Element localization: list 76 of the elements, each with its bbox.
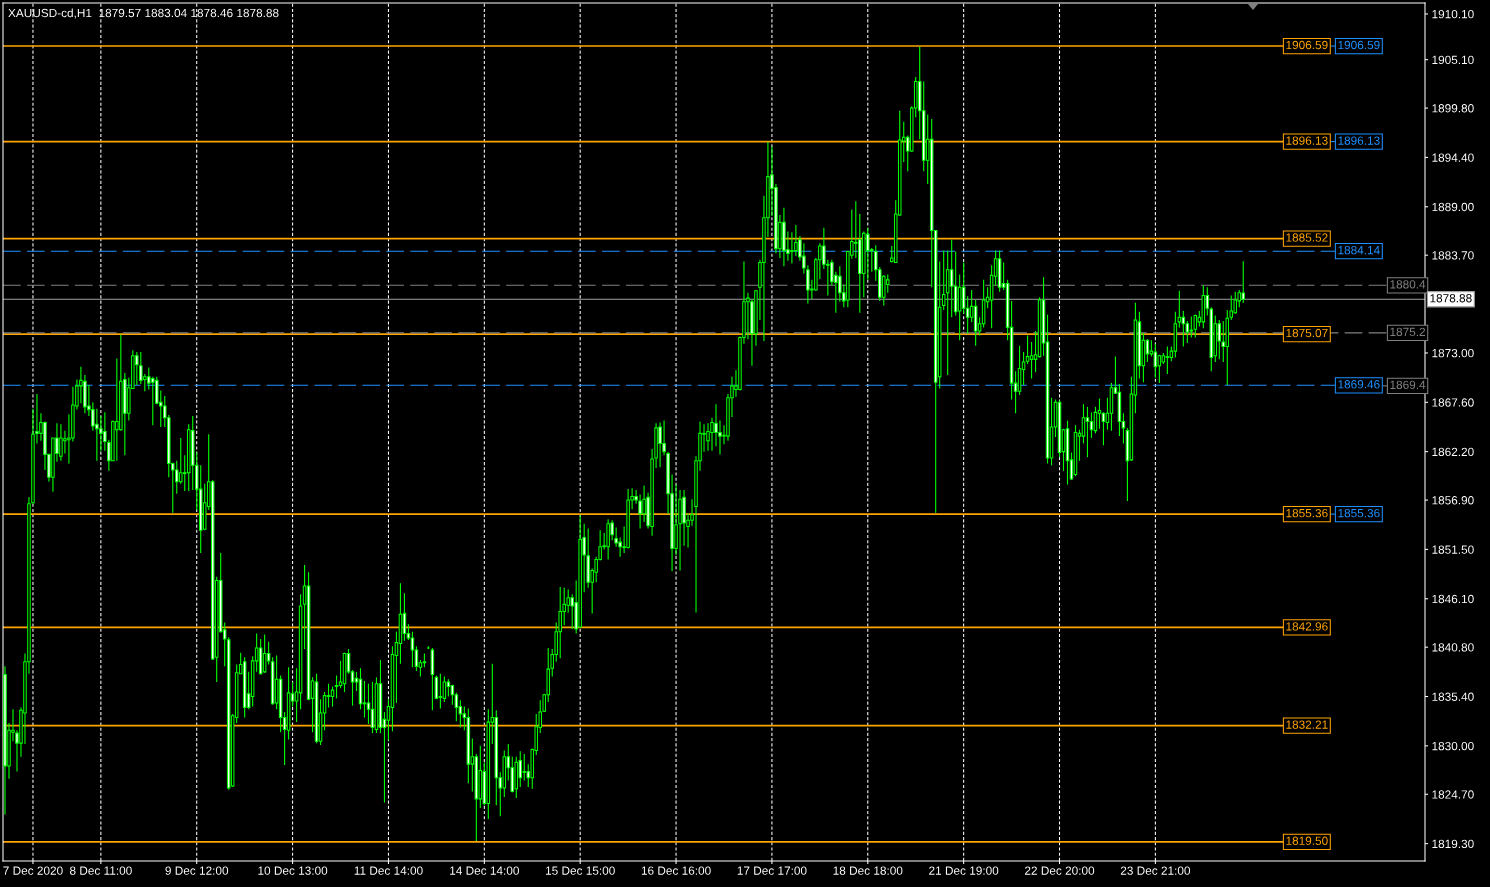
y-tick-label: 1830.00 <box>1432 741 1474 751</box>
candlestick <box>151 376 155 426</box>
x-tick-label: 8 Dec 11:00 <box>69 866 132 875</box>
y-tick-label: 1899.80 <box>1432 104 1474 113</box>
candlestick <box>410 631 415 668</box>
ref-line-label: 1875.07 <box>1286 328 1328 338</box>
ref-line-label: 1896.13 <box>1338 136 1380 145</box>
candlestick <box>1221 320 1226 363</box>
candlestick <box>1029 341 1034 380</box>
candlestick <box>949 239 954 318</box>
candlestick <box>638 494 642 529</box>
y-tick-label: 1851.50 <box>1432 545 1474 554</box>
y-tick-label: 1824.70 <box>1432 790 1474 799</box>
x-tick-label: 11 Dec 14:00 <box>354 866 423 875</box>
y-tick-label: 1846.10 <box>1432 594 1474 604</box>
candlestick <box>522 753 527 782</box>
y-tick-label: 1867.60 <box>1432 398 1474 407</box>
ref-line-label: 1875.2 <box>1390 327 1426 337</box>
y-tick-label: 1819.30 <box>1432 839 1474 849</box>
candlestick <box>1097 398 1102 430</box>
candlestick <box>658 421 662 468</box>
candlestick <box>886 273 890 294</box>
candlestick <box>1085 406 1090 458</box>
ref-line-label: 1906.59 <box>1338 40 1380 50</box>
x-tick-label: 7 Dec 2020 <box>3 866 63 875</box>
x-tick-label: 21 Dec 19:00 <box>929 866 999 875</box>
ref-line-label: 1896.13 <box>1286 136 1328 145</box>
ref-line-label: 1855.36 <box>1338 508 1380 518</box>
x-tick-label: 16 Dec 16:00 <box>641 866 711 875</box>
ref-line-label: 1880.4 <box>1390 280 1426 289</box>
candlestick <box>606 518 610 561</box>
ref-line-label: 1869.4 <box>1390 380 1426 390</box>
candlestick <box>981 279 986 328</box>
candlestick <box>366 683 371 725</box>
ref-line-label: 1842.96 <box>1286 622 1328 631</box>
candlestick <box>706 422 710 452</box>
ref-line-label: 1832.21 <box>1286 720 1328 729</box>
candlestick <box>438 673 443 709</box>
ref-line-label: 1878.88 <box>1430 294 1472 303</box>
x-tick-label: 10 Dec 13:00 <box>258 866 328 875</box>
x-tick-label: 9 Dec 12:00 <box>165 866 229 875</box>
x-tick-label: 17 Dec 17:00 <box>737 866 807 875</box>
candlestick <box>570 593 574 630</box>
y-tick-label: 1835.40 <box>1432 692 1474 701</box>
x-tick-label: 14 Dec 14:00 <box>450 866 519 875</box>
x-tick-label: 22 Dec 20:00 <box>1025 866 1095 875</box>
ref-line-label: 1855.36 <box>1286 508 1328 518</box>
y-tick-label: 1889.00 <box>1432 202 1474 212</box>
ref-line-label: 1869.46 <box>1338 380 1380 389</box>
candlestick <box>1241 260 1246 304</box>
y-tick-label: 1873.00 <box>1432 349 1474 358</box>
y-tick-label: 1883.70 <box>1432 251 1474 260</box>
y-tick-label: 1856.90 <box>1432 496 1474 505</box>
chart-title: XAUUSD-cd,H1 1879.57 1883.04 1878.46 1878.88 <box>8 8 279 19</box>
ref-line-label: 1819.50 <box>1286 836 1328 845</box>
candlestick <box>135 351 139 386</box>
candlestick <box>59 423 63 462</box>
candlestick <box>1081 403 1086 444</box>
y-tick-label: 1910.10 <box>1432 10 1474 19</box>
candlestick <box>362 680 367 719</box>
candlestick <box>115 357 119 462</box>
candlestick <box>558 586 562 659</box>
candlestick <box>334 674 339 699</box>
x-tick-label: 18 Dec 18:00 <box>833 866 903 875</box>
candlestick <box>330 685 335 708</box>
ref-line-label: 1885.52 <box>1286 233 1328 242</box>
y-tick-label: 1840.80 <box>1432 643 1474 652</box>
y-tick-label: 1862.20 <box>1432 447 1474 457</box>
x-tick-label: 23 Dec 21:00 <box>1120 866 1191 875</box>
y-tick-label: 1905.10 <box>1432 55 1474 65</box>
ref-line-label: 1884.14 <box>1338 245 1380 255</box>
ref-line-label: 1906.59 <box>1286 40 1328 50</box>
x-tick-label: 15 Dec 15:00 <box>545 866 615 875</box>
y-tick-label: 1894.40 <box>1432 153 1474 162</box>
candlestick <box>838 265 842 303</box>
candlestick <box>1217 319 1222 360</box>
